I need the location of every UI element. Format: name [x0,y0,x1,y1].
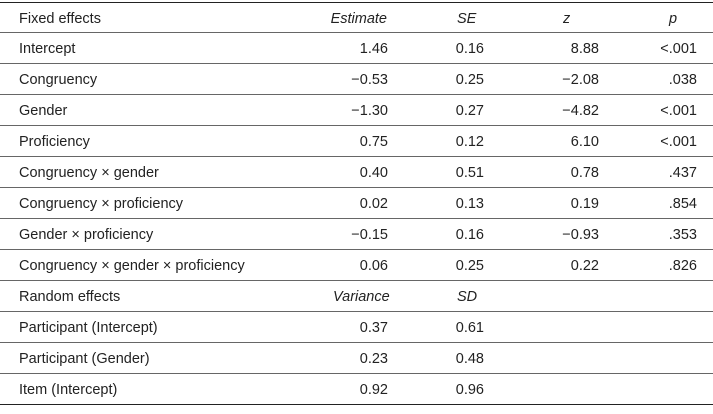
p-column-header: p [669,11,678,27]
table-row: Congruency −0.53 0.25 −2.08 .038 [0,64,713,95]
fixed-effects-heading: Fixed effects [19,11,101,27]
z-value: 0.22 [570,258,599,274]
se-column-header: SE [457,11,477,27]
estimate-value: 1.46 [359,41,388,57]
row-label: Gender × proficiency [19,227,154,243]
row-label: Participant (Gender) [19,351,150,367]
estimate-column-header: Estimate [330,11,387,27]
z-value: 0.78 [570,165,599,181]
table-row: Proficiency 0.75 0.12 6.10 <.001 [0,126,713,157]
row-label: Congruency × gender [19,165,159,181]
se-value: 0.25 [455,258,484,274]
se-value: 0.12 [455,134,484,150]
se-value: 0.16 [455,227,484,243]
sd-value: 0.48 [455,351,484,367]
p-value: .353 [668,227,697,243]
p-value: .854 [668,196,697,212]
table-row: Congruency × gender 0.40 0.51 0.78 .437 [0,157,713,188]
table-row: Congruency × proficiency 0.02 0.13 0.19 … [0,188,713,219]
table-row: Participant (Intercept) 0.37 0.61 [0,312,713,343]
table-row: Gender −1.30 0.27 −4.82 <.001 [0,95,713,126]
table-row: Item (Intercept) 0.92 0.96 [0,374,713,405]
row-label: Item (Intercept) [19,382,118,398]
row-label: Congruency × proficiency [19,196,184,212]
estimate-value: 0.02 [359,196,388,212]
estimate-value: 0.75 [359,134,388,150]
se-value: 0.13 [455,196,484,212]
table-row: Congruency × gender × proficiency 0.06 0… [0,250,713,281]
p-value: <.001 [660,103,697,119]
se-value: 0.27 [455,103,484,119]
table-row: Gender × proficiency −0.15 0.16 −0.93 .3… [0,219,713,250]
z-value: −0.93 [562,227,599,243]
p-value: .437 [668,165,697,181]
row-label: Congruency [19,72,98,88]
p-value: <.001 [660,134,697,150]
estimate-value: −0.15 [351,227,388,243]
sd-value: 0.61 [455,320,484,336]
z-column-header: z [563,11,571,27]
z-value: 8.88 [570,41,599,57]
z-value: 0.19 [570,196,599,212]
row-label: Intercept [19,41,76,57]
sd-column-header: SD [457,289,478,305]
estimate-value: 0.06 [359,258,388,274]
row-label: Gender [19,103,68,119]
variance-value: 0.92 [359,382,388,398]
z-value: −4.82 [562,103,599,119]
variance-column-header: Variance [333,289,390,305]
se-value: 0.16 [455,41,484,57]
estimate-value: 0.40 [359,165,388,181]
se-value: 0.51 [455,165,484,181]
row-label: Congruency × gender × proficiency [19,258,245,274]
variance-value: 0.23 [359,351,388,367]
estimate-value: −1.30 [351,103,388,119]
random-effects-heading: Random effects [19,289,121,305]
sd-value: 0.96 [455,382,484,398]
se-value: 0.25 [455,72,484,88]
p-value: .826 [668,258,697,274]
z-value: −2.08 [562,72,599,88]
row-label: Participant (Intercept) [19,320,158,336]
z-value: 6.10 [570,134,599,150]
random-effects-header-row: Random effects Variance SD [0,281,713,312]
table-row: Intercept 1.46 0.16 8.88 <.001 [0,33,713,64]
table-row: Participant (Gender) 0.23 0.48 [0,343,713,374]
fixed-effects-header-row: Fixed effects Estimate SE z p [0,2,713,33]
row-label: Proficiency [19,134,90,150]
estimate-value: −0.53 [351,72,388,88]
variance-value: 0.37 [359,320,388,336]
p-value: .038 [668,72,697,88]
p-value: <.001 [660,41,697,57]
